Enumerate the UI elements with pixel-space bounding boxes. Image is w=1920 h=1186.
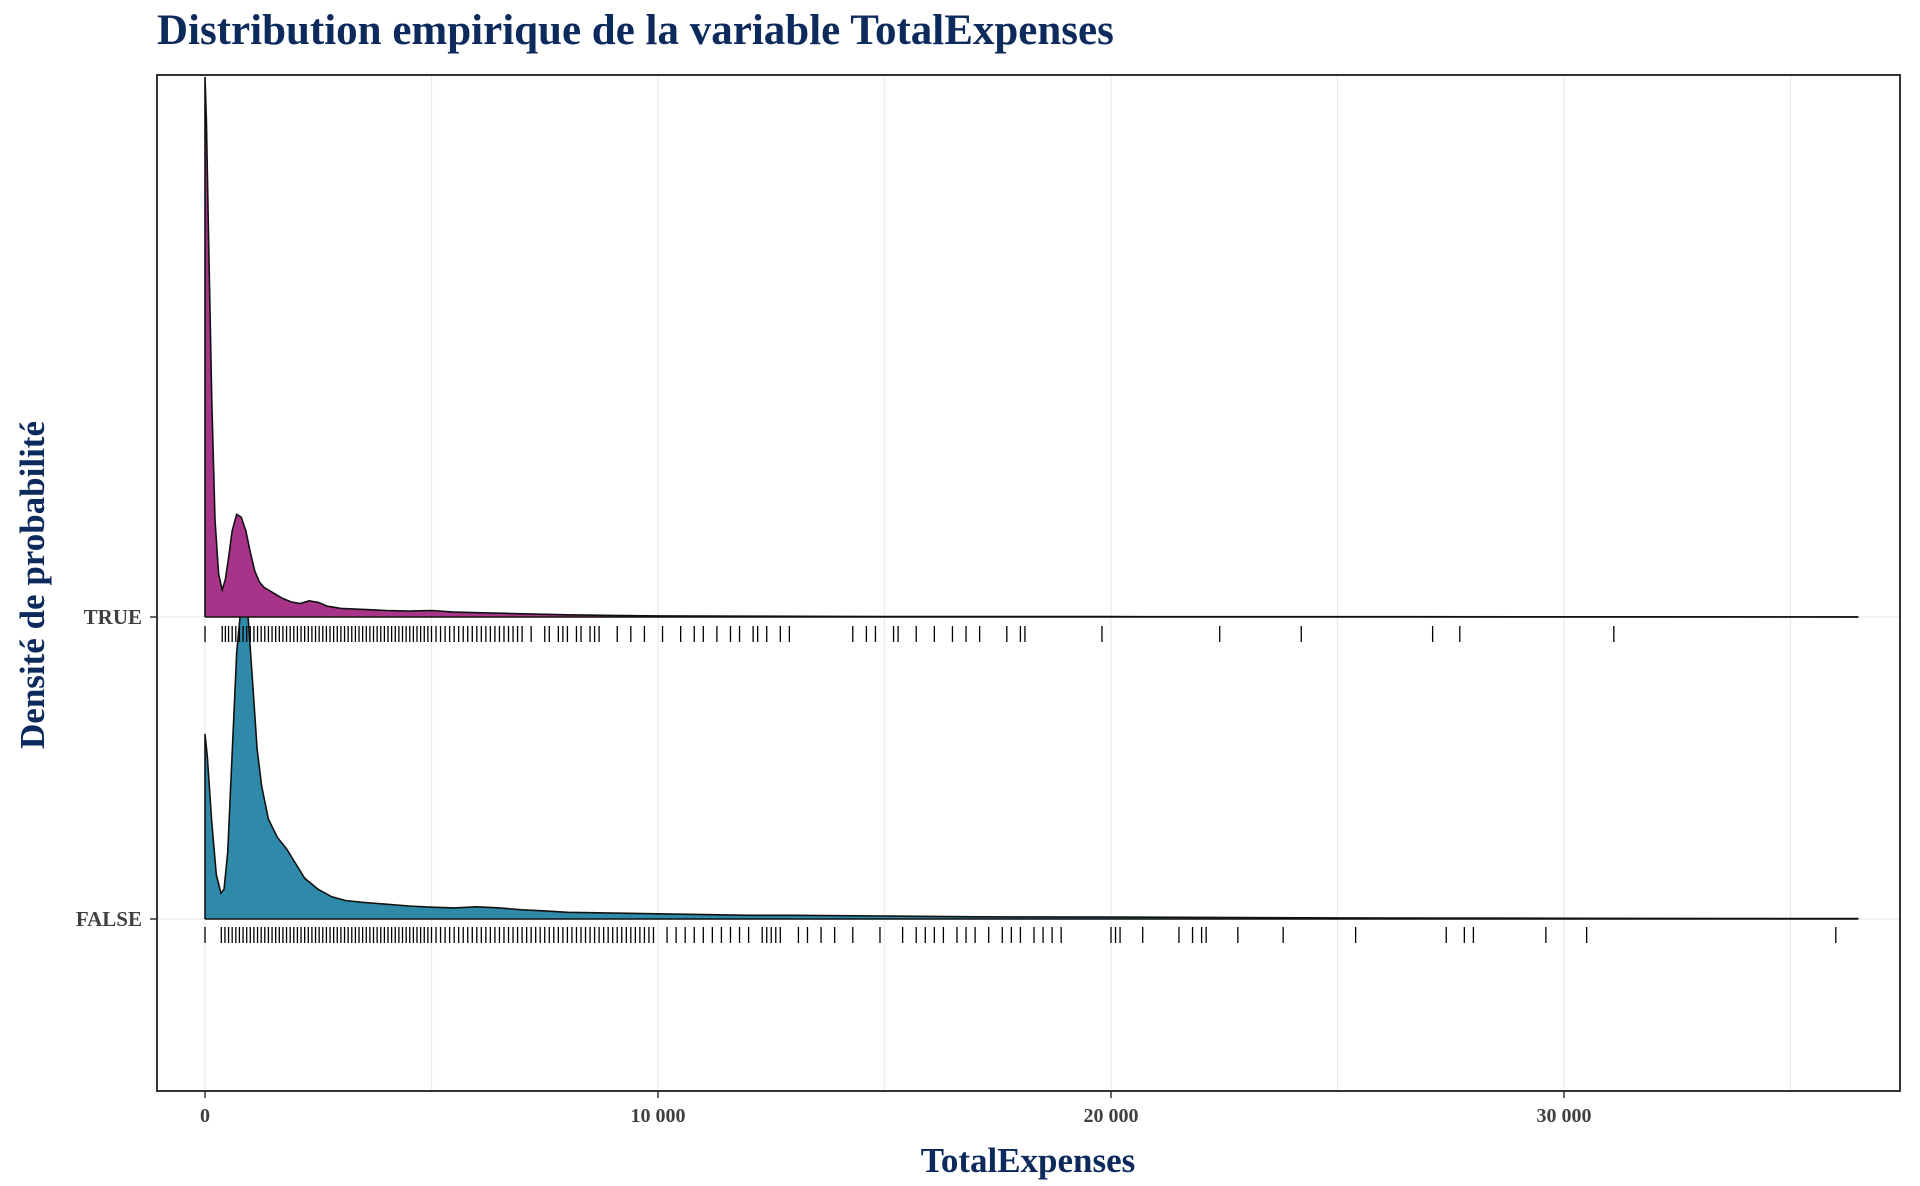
x-tick-label: 0: [200, 1105, 210, 1127]
axes: 0 10 000 20 000 30 000 TRUE FALSE: [76, 605, 1592, 1127]
plot-background: [157, 75, 1900, 1091]
x-axis-title: TotalExpenses: [921, 1141, 1136, 1180]
y-tick-label-false: FALSE: [76, 907, 142, 931]
chart-title: Distribution empirique de la variable To…: [157, 7, 1114, 54]
plot-border: [156, 74, 1901, 1092]
y-axis-title: Densité de probabilité: [13, 421, 52, 749]
x-tick-label: 10 000: [631, 1105, 686, 1127]
x-tick-label: 30 000: [1537, 1105, 1592, 1127]
density-ridges: [204, 76, 1859, 920]
y-tick-label-true: TRUE: [84, 605, 142, 629]
x-tick-label: 20 000: [1084, 1105, 1139, 1127]
density-line-true: [204, 76, 1859, 618]
rug-marks: [204, 626, 1837, 943]
density-line-false: [204, 594, 1859, 920]
